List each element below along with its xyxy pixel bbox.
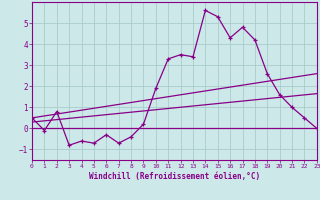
X-axis label: Windchill (Refroidissement éolien,°C): Windchill (Refroidissement éolien,°C) [89, 172, 260, 181]
